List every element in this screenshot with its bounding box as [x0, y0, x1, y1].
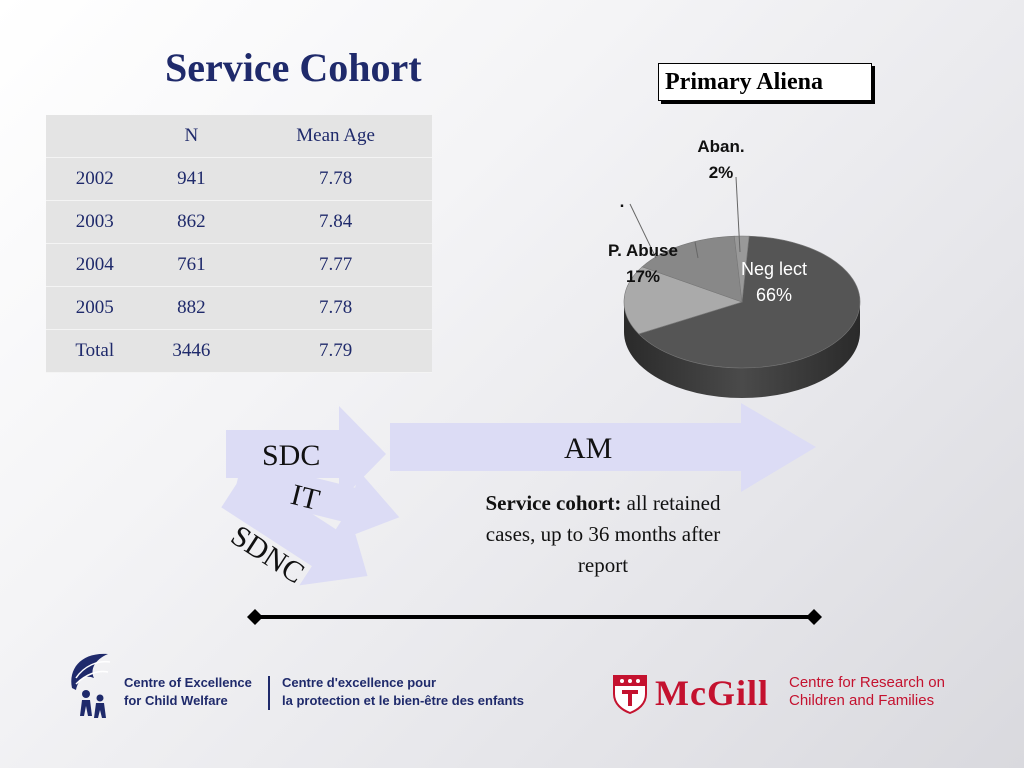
fr-line1: Centre d'excellence pour — [282, 675, 437, 690]
slice-value: 66% — [755, 285, 793, 305]
pie-side-band — [624, 302, 860, 398]
table-cell: 882 — [143, 286, 240, 330]
table-cell: Total — [46, 329, 144, 373]
sdc-label: SDC — [262, 439, 321, 472]
pie-chart — [623, 176, 861, 398]
slice-name: Neg lect — [740, 259, 808, 279]
table-header-row: N Mean Age — [46, 115, 432, 158]
table-cell: 862 — [143, 200, 240, 244]
description-bold: Service cohort: — [485, 491, 622, 515]
table-cell: 2002 — [46, 157, 144, 201]
table-header: Mean Age — [239, 115, 432, 158]
table-cell: 7.77 — [239, 243, 432, 287]
table-cell: 7.78 — [239, 157, 432, 201]
service-cohort-description: Service cohort: all retained cases, up t… — [472, 488, 734, 581]
slice-label-p-abuse: P. Abuse 17% — [599, 238, 687, 290]
coe-english-name: Centre of Excellence for Child Welfare — [124, 674, 252, 710]
table-row: 2003 862 7.84 — [46, 200, 432, 244]
slice-label-neglect: Neg lect 66% — [730, 256, 818, 308]
description-text: all retained cases, up to 36 months afte… — [485, 491, 721, 577]
fr-line2: la protection et le bien-être des enfant… — [282, 693, 524, 708]
sdc-arrow — [226, 406, 386, 502]
slice-name: P. Abuse — [608, 241, 678, 260]
table-row: 2002 941 7.78 — [46, 157, 432, 201]
pie-leader-lines — [629, 176, 741, 259]
service-cohort-table: N Mean Age 2002 941 7.78 2003 862 7.84 2… — [46, 115, 432, 373]
slice-value: 17% — [625, 267, 661, 286]
leader-line-p-abuse — [694, 241, 699, 259]
coe-line1: Centre of Excellence — [124, 675, 252, 690]
pie-slice-neglect — [638, 235, 861, 369]
slice-label-aban: Aban. 2% — [688, 134, 754, 186]
table-header: N — [143, 115, 240, 158]
pie-slice-p-abuse — [623, 266, 743, 335]
mcgill-shield-icon — [613, 675, 647, 714]
table-cell: 7.84 — [239, 200, 432, 244]
am-label: AM — [564, 432, 613, 465]
table-cell: 2004 — [46, 243, 144, 287]
chart-title: Primary Aliena — [658, 63, 872, 101]
table-cell: 941 — [143, 157, 240, 201]
footer-divider — [268, 676, 270, 710]
slide-title: Service Cohort — [165, 45, 422, 90]
coe-logo-icon — [71, 653, 111, 718]
coe-french-name: Centre d'excellence pour la protection e… — [282, 674, 524, 710]
am-arrow — [390, 403, 816, 492]
table-row: Total 3446 7.79 — [46, 329, 432, 373]
crcf-line2: Children and Families — [789, 692, 935, 709]
table-cell: 761 — [143, 243, 240, 287]
table-cell: 3446 — [143, 329, 240, 373]
table-row: 2005 882 7.78 — [46, 286, 432, 330]
timeline-start-marker — [247, 609, 263, 625]
timeline-end-marker — [806, 609, 822, 625]
table-header — [46, 115, 144, 158]
leader-line-dot — [629, 203, 657, 259]
crcf-line1: Centre for Research on — [789, 674, 945, 691]
pie-slice-aban — [733, 235, 750, 303]
table-cell: 2003 — [46, 200, 144, 244]
pie-top — [623, 235, 861, 369]
slice-value: 2% — [708, 163, 734, 182]
table-cell: 7.78 — [239, 286, 432, 330]
pie-side — [624, 302, 860, 398]
slice-label-dot: . — [619, 192, 625, 211]
leader-line-aban — [735, 176, 741, 253]
coe-line2: for Child Welfare — [124, 693, 228, 708]
table-cell: 7.79 — [239, 329, 432, 373]
crcf-name: Centre for Research on Children and Fami… — [789, 674, 945, 710]
pie-slice-other — [641, 235, 743, 303]
table-cell: 2005 — [46, 286, 144, 330]
slice-name: Aban. — [697, 137, 745, 156]
table-row: 2004 761 7.77 — [46, 243, 432, 287]
mcgill-wordmark: McGill — [655, 673, 769, 713]
